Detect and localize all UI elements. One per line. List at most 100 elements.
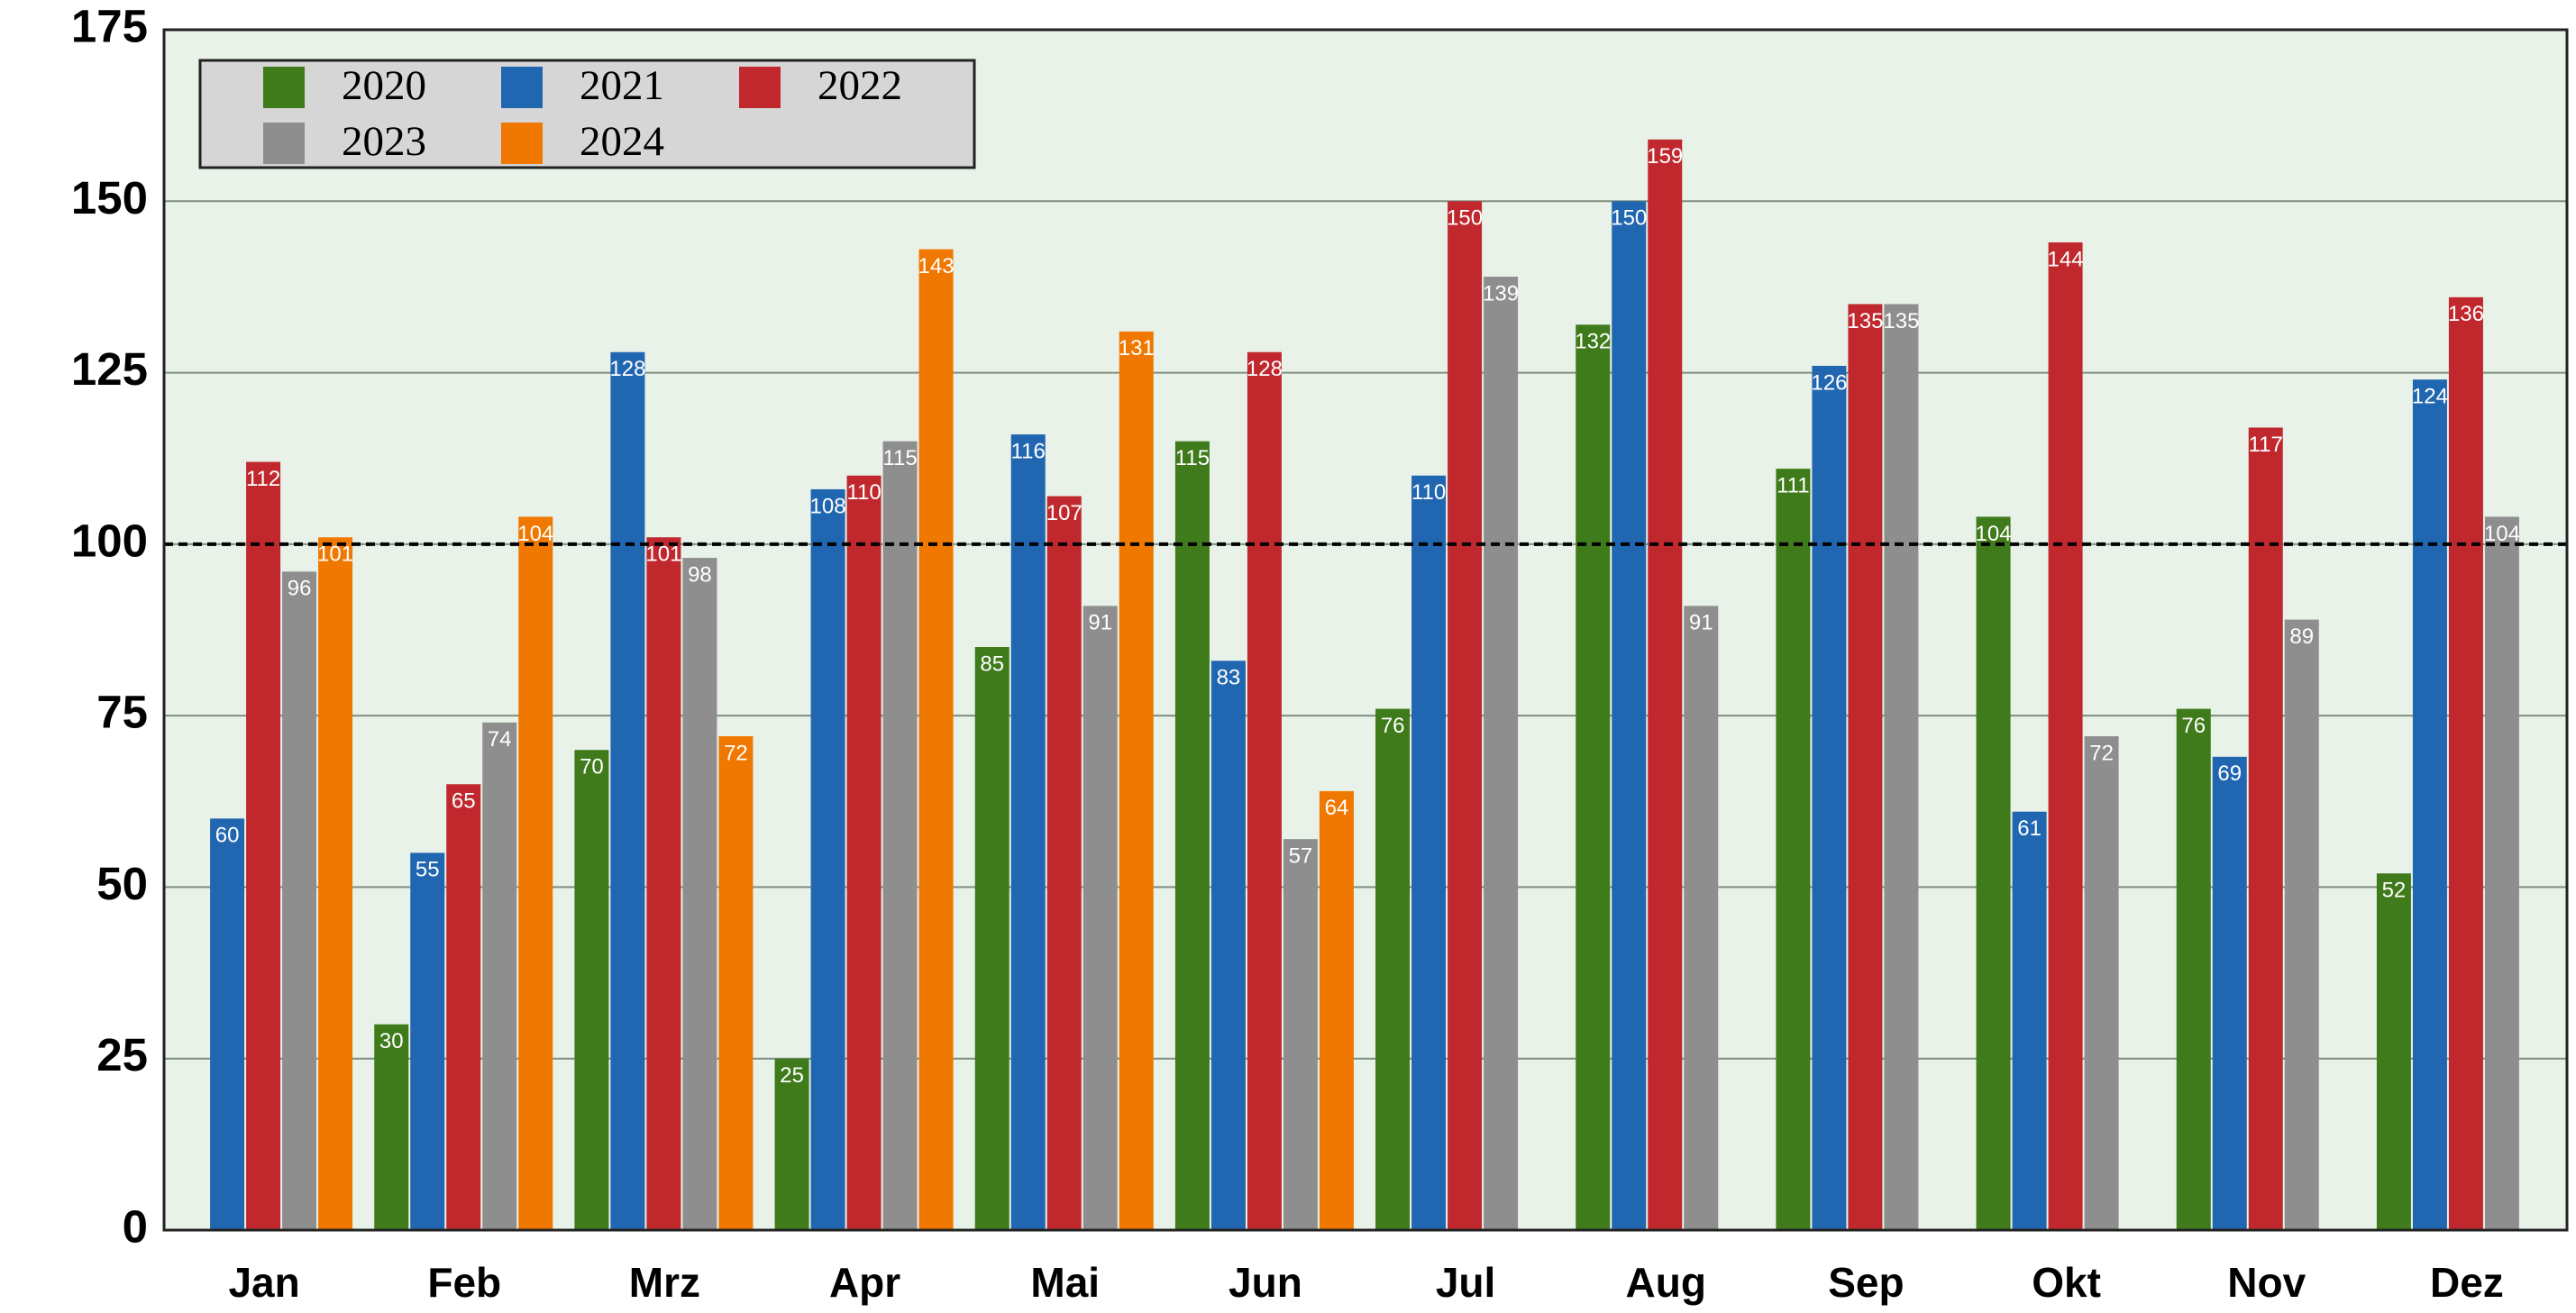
bar xyxy=(246,461,281,1230)
bar xyxy=(1776,469,1811,1230)
value-label: 139 xyxy=(1483,281,1519,305)
y-tick-label: 50 xyxy=(96,858,148,909)
bar xyxy=(1448,201,1483,1230)
bar xyxy=(1010,434,1046,1230)
bar xyxy=(810,488,845,1230)
value-label: 159 xyxy=(1647,144,1683,169)
bar xyxy=(482,722,517,1230)
value-label: 52 xyxy=(2382,879,2407,903)
value-label: 104 xyxy=(2484,522,2520,546)
legend-box xyxy=(198,59,976,169)
bar xyxy=(682,558,717,1230)
y-tick-label: 25 xyxy=(96,1029,148,1080)
bar xyxy=(1812,365,1847,1231)
bar xyxy=(1684,606,1719,1230)
bar xyxy=(446,784,481,1230)
value-label: 101 xyxy=(645,543,681,567)
x-tick-label: Okt xyxy=(2032,1259,2101,1306)
legend-label: 2023 xyxy=(342,118,426,165)
bar xyxy=(610,351,645,1230)
value-label: 101 xyxy=(317,543,353,567)
bar xyxy=(2448,296,2483,1230)
bar xyxy=(2048,242,2083,1230)
value-label: 111 xyxy=(1777,473,1809,497)
value-label: 72 xyxy=(2089,741,2114,765)
bar xyxy=(210,818,245,1230)
x-tick-label: Aug xyxy=(1626,1259,1706,1306)
legend-label: 2022 xyxy=(818,62,902,109)
bar xyxy=(1648,139,1683,1231)
value-label: 124 xyxy=(2412,385,2448,409)
value-label: 96 xyxy=(288,577,312,601)
value-label: 110 xyxy=(846,480,881,505)
bar xyxy=(574,750,609,1230)
y-tick-label: 0 xyxy=(123,1200,148,1252)
value-label: 30 xyxy=(379,1029,404,1053)
legend-label: 2024 xyxy=(580,118,664,165)
bar xyxy=(646,537,681,1230)
legend-swatch xyxy=(501,67,543,108)
plot-area xyxy=(164,30,2567,1230)
x-tick-label: Jun xyxy=(1229,1259,1302,1306)
bar xyxy=(1375,708,1411,1230)
value-label: 131 xyxy=(1119,336,1155,360)
value-label: 116 xyxy=(1011,439,1046,463)
value-label: 69 xyxy=(2217,761,2242,786)
value-label: 89 xyxy=(2289,625,2314,649)
value-label: 136 xyxy=(2448,302,2484,326)
plot-frame xyxy=(162,28,2569,1232)
bar xyxy=(2248,427,2283,1230)
bar xyxy=(2412,379,2447,1230)
value-label: 57 xyxy=(1289,843,1313,868)
bar xyxy=(1046,496,1082,1230)
bar xyxy=(1976,516,2011,1230)
bar xyxy=(2212,756,2247,1230)
bar xyxy=(2484,516,2519,1230)
value-label: 135 xyxy=(1883,309,1919,333)
x-tick-label: Feb xyxy=(427,1259,501,1306)
bar xyxy=(2376,873,2411,1230)
x-tick-label: Jul xyxy=(1436,1259,1495,1306)
x-tick-label: Mai xyxy=(1030,1259,1100,1306)
value-label: 55 xyxy=(416,858,440,882)
value-label: 150 xyxy=(1611,206,1647,231)
bar xyxy=(1612,201,1647,1230)
y-tick-label: 150 xyxy=(71,172,148,223)
value-label: 144 xyxy=(2048,247,2084,271)
value-label: 64 xyxy=(1325,796,1349,820)
value-label: 112 xyxy=(246,467,280,491)
x-tick-label: Nov xyxy=(2227,1259,2306,1306)
x-tick-label: Mrz xyxy=(629,1259,700,1306)
y-tick-label: 75 xyxy=(96,687,148,738)
legend-swatch xyxy=(501,123,543,164)
value-label: 135 xyxy=(1847,309,1883,333)
bar xyxy=(1283,839,1318,1230)
legend-label: 2020 xyxy=(342,62,426,109)
bar xyxy=(2284,619,2319,1230)
value-label: 91 xyxy=(1689,611,1713,635)
bar xyxy=(918,249,954,1231)
bar xyxy=(2012,811,2047,1230)
value-label: 107 xyxy=(1046,501,1082,525)
bar xyxy=(1484,277,1519,1230)
bar xyxy=(1576,324,1611,1230)
value-label: 115 xyxy=(1175,446,1210,470)
bar xyxy=(518,516,553,1230)
legend-swatch xyxy=(739,67,781,108)
value-label: 91 xyxy=(1088,611,1112,635)
x-tick-label: Jan xyxy=(228,1259,299,1306)
bar xyxy=(2176,708,2211,1230)
x-tick-label: Apr xyxy=(829,1259,900,1306)
value-label: 126 xyxy=(1811,370,1847,395)
bar xyxy=(410,853,445,1230)
value-label: 83 xyxy=(1217,666,1241,690)
bar xyxy=(1848,304,1883,1230)
value-label: 76 xyxy=(2181,714,2206,738)
value-label: 98 xyxy=(688,562,712,587)
bar xyxy=(2084,735,2119,1230)
value-label: 76 xyxy=(1381,714,1405,738)
value-label: 132 xyxy=(1575,330,1611,354)
value-label: 60 xyxy=(215,824,240,848)
bar xyxy=(718,735,754,1230)
